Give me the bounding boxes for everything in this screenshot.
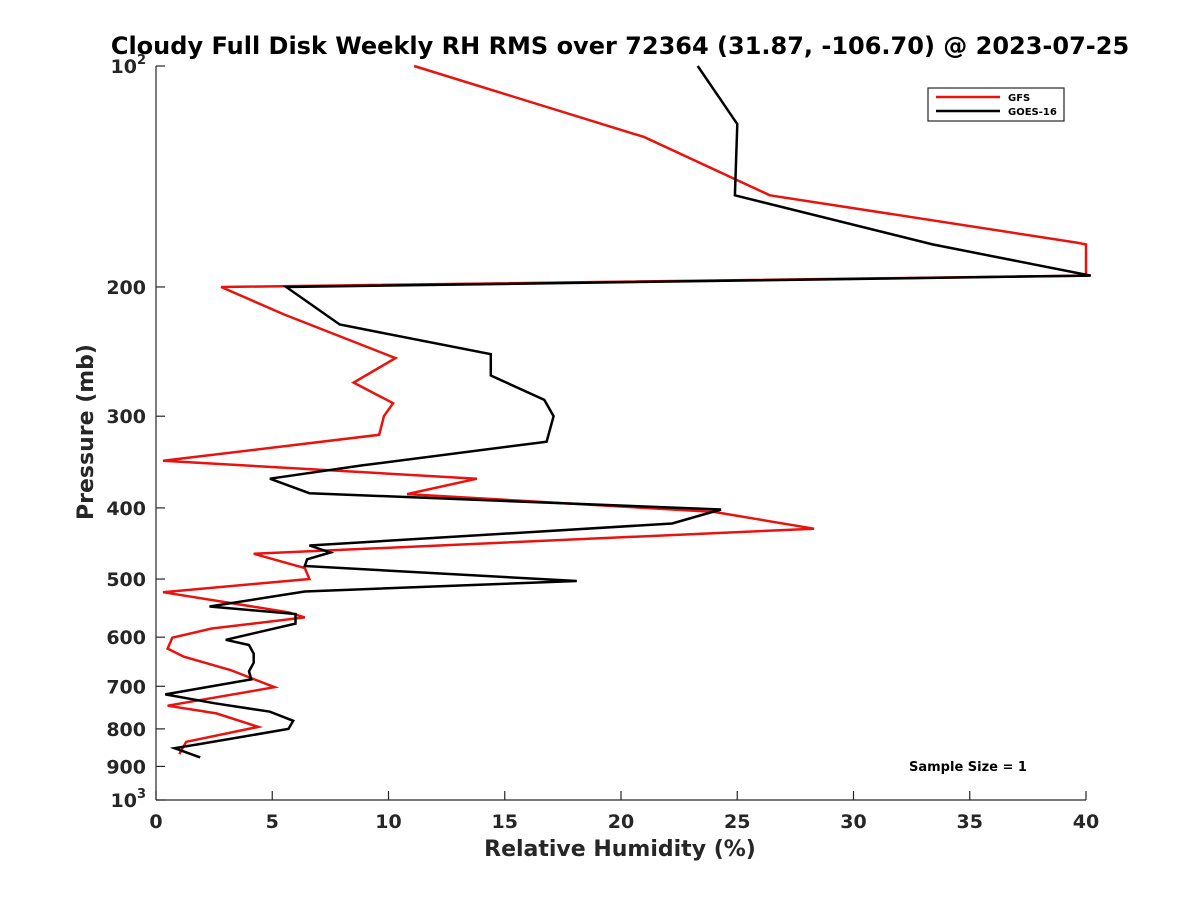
legend-label: GFS <box>1008 93 1030 104</box>
plot-background <box>156 66 1086 800</box>
y-tick-label: 400 <box>106 498 146 520</box>
legend: GFS GOES-16 <box>927 87 1065 122</box>
y-tick-label: 700 <box>106 676 146 698</box>
y-tick-label: 600 <box>106 627 146 649</box>
x-tick-label: 30 <box>840 811 866 833</box>
series-line-goes-16 <box>165 65 1091 759</box>
legend-label: GOES-16 <box>1008 107 1057 118</box>
y-tick-label: 102 <box>111 53 147 78</box>
x-tick-label: 40 <box>1073 811 1099 833</box>
x-tick-label: 10 <box>375 811 401 833</box>
y-tick-label: 900 <box>106 756 146 778</box>
y-tick-label: 300 <box>106 406 146 428</box>
x-tick-label: 5 <box>266 811 279 833</box>
y-tick-label: 800 <box>106 719 146 741</box>
x-tick-label: 20 <box>608 811 634 833</box>
legend-box <box>927 87 1065 122</box>
chart-title: Cloudy Full Disk Weekly RH RMS over 7236… <box>111 32 1129 60</box>
x-tick-label: 35 <box>957 811 983 833</box>
y-axis-label: Pressure (mb) <box>74 344 99 520</box>
plot-area <box>156 66 1086 800</box>
sample-size-note: Sample Size = 1 <box>909 760 1027 775</box>
y-tick-label: 500 <box>106 569 146 591</box>
x-tick-label: 0 <box>149 811 162 833</box>
axes-layer: 0 5 10 15 20 25 30 35 40 102 200 300 400 500 600 700 800… <box>106 53 1099 833</box>
x-tick-label: 25 <box>724 811 750 833</box>
x-axis-label: Relative Humidity (%) <box>484 837 756 862</box>
series-layer <box>162 64 1091 759</box>
y-tick-label: 200 <box>106 277 146 299</box>
x-tick-label: 15 <box>492 811 518 833</box>
y-tick-label: 103 <box>111 787 147 812</box>
